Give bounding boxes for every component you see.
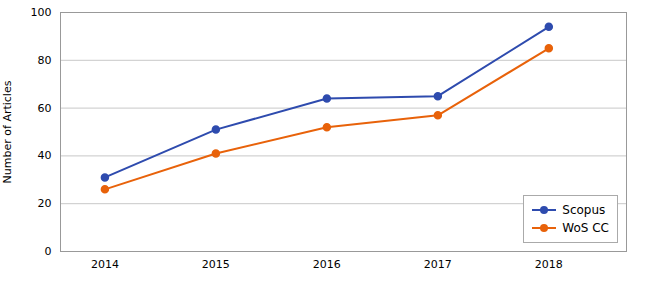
svg-text:0: 0	[45, 245, 52, 258]
svg-text:Number of Articles: Number of Articles	[1, 80, 14, 183]
html-text:WoS CC: WoS CC	[562, 221, 609, 235]
svg-text:2017: 2017	[424, 258, 452, 271]
svg-text:20: 20	[38, 197, 52, 210]
svg-text:2016: 2016	[313, 258, 341, 271]
html-text:Scopus: Scopus	[562, 203, 606, 217]
svg-text:80: 80	[38, 54, 52, 67]
svg-text:2018: 2018	[535, 258, 563, 271]
svg-text:40: 40	[38, 149, 52, 162]
svg-text:60: 60	[38, 102, 52, 115]
svg-text:2014: 2014	[91, 258, 119, 271]
svg-text:2015: 2015	[202, 258, 230, 271]
svg-text:100: 100	[31, 6, 52, 19]
